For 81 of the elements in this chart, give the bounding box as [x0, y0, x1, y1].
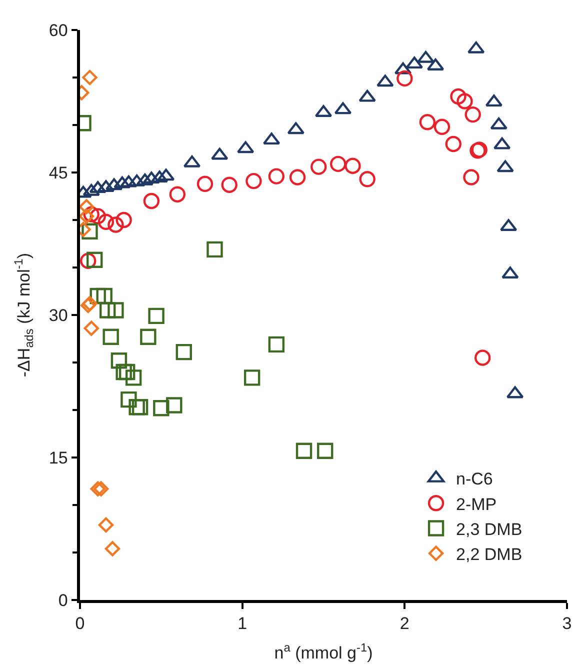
point: [116, 364, 132, 380]
point: [450, 88, 466, 105]
point: [90, 288, 106, 304]
point: [90, 481, 106, 496]
point: [196, 176, 214, 192]
point: [128, 174, 146, 186]
point: [396, 70, 413, 87]
point: [289, 169, 306, 186]
point: [206, 241, 223, 258]
point: [80, 208, 94, 224]
x-axis-title: n$^{a}$ (mmol g$^{-1}$): [274, 640, 373, 663]
point: [166, 397, 182, 414]
point: [108, 302, 124, 318]
point: [83, 206, 100, 222]
point: [211, 148, 228, 160]
point: [82, 70, 98, 86]
point: [148, 308, 164, 324]
point: [496, 160, 514, 172]
point: [90, 208, 106, 224]
point: [143, 192, 160, 210]
x-tick-label: 2: [400, 614, 410, 634]
legend-label: 2,3 DMB: [456, 520, 522, 539]
point: [98, 517, 114, 533]
point: [102, 328, 119, 345]
point: [358, 90, 376, 102]
point: [86, 252, 103, 268]
point: [419, 114, 436, 130]
point: [463, 169, 480, 186]
point: [80, 199, 94, 214]
point: [244, 370, 260, 386]
x-tick-label: 1: [238, 614, 248, 634]
point: [94, 481, 109, 496]
point: [84, 320, 99, 336]
point: [104, 541, 120, 556]
point: [169, 186, 186, 202]
y-tick-label: 30: [48, 306, 68, 325]
point: [456, 93, 473, 110]
point: [100, 302, 116, 318]
point: [118, 364, 136, 380]
legend-label: 2-MP: [456, 494, 497, 514]
point: [268, 336, 285, 353]
point: [153, 400, 170, 416]
legend-label: n-C6: [456, 470, 493, 489]
point: [417, 50, 434, 63]
point: [140, 328, 156, 345]
point: [82, 184, 100, 196]
x-tick-label: 3: [562, 614, 572, 634]
point: [80, 252, 96, 269]
point: [310, 158, 327, 175]
point: [376, 74, 394, 87]
point: [445, 136, 462, 152]
point: [344, 158, 361, 174]
point: [96, 288, 112, 304]
point: [116, 212, 132, 228]
y-tick-label: 15: [48, 448, 68, 468]
point: [132, 399, 148, 416]
point: [120, 391, 137, 408]
point: [98, 214, 114, 230]
point: [125, 370, 142, 386]
point: [221, 176, 238, 193]
point: [246, 172, 262, 190]
point: [474, 350, 491, 366]
point: [464, 106, 481, 123]
point: [120, 175, 138, 188]
point: [317, 442, 334, 459]
point: [330, 156, 346, 172]
y-tick-label: 45: [48, 163, 68, 182]
point: [268, 168, 285, 184]
point: [434, 118, 450, 135]
point: [296, 442, 312, 459]
point: [114, 176, 131, 188]
point: [82, 223, 98, 240]
point: [490, 117, 508, 130]
legend-label: 2,2 DMB: [456, 544, 522, 564]
point: [108, 216, 124, 233]
point: [176, 344, 192, 360]
y-tick-label: 0: [58, 590, 68, 610]
point: [359, 171, 376, 188]
y-tick-label: 60: [48, 20, 68, 40]
x-tick-label: 0: [75, 614, 85, 634]
point: [110, 352, 128, 369]
